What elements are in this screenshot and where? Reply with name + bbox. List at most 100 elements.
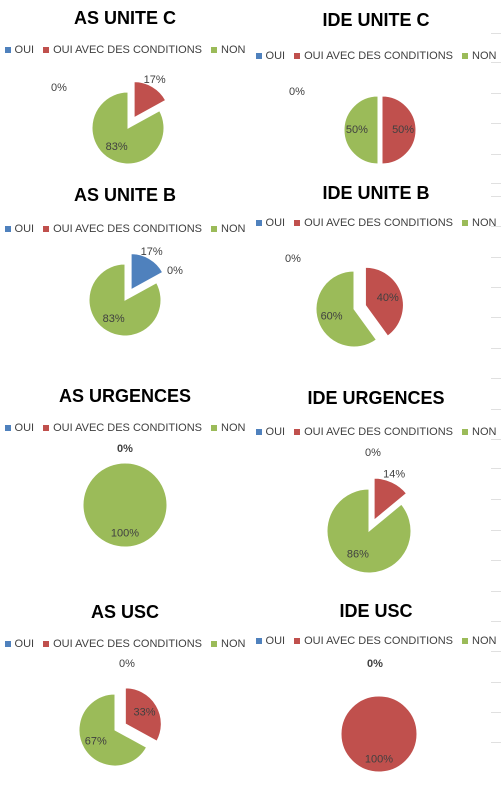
data-label: 86% <box>347 549 369 561</box>
legend-label: NON <box>221 223 246 235</box>
legend-item-non: NON <box>462 426 496 438</box>
data-label: 40% <box>377 292 399 304</box>
legend-swatch <box>43 47 50 53</box>
pie-slice-non <box>91 91 165 165</box>
sheet-gridline <box>491 682 501 683</box>
pie-slice-oui-avec-des-conditions <box>340 695 418 773</box>
pie-chart: 0% 17% 83% <box>51 74 167 165</box>
legend-label: OUI AVEC DES CONDITIONS <box>53 638 203 650</box>
legend-swatch <box>4 425 11 431</box>
legend-item-oui: OUI <box>255 426 285 438</box>
sheet-gridline <box>491 62 501 63</box>
legend-label: OUI AVEC DES CONDITIONS <box>304 217 454 229</box>
chart-legend: OUI OUI AVEC DES CONDITIONS NON <box>251 217 501 229</box>
legend-swatch <box>294 220 301 226</box>
legend-item-oui: OUI <box>4 223 35 235</box>
data-label: 100% <box>365 754 393 766</box>
sheet-gridline <box>491 123 501 124</box>
legend-label: NON <box>472 217 497 229</box>
sheet-gridline <box>491 530 501 531</box>
chart-as-urgences: AS URGENCES OUI OUI AVEC DES CONDITIONS NON… <box>0 385 250 578</box>
legend-item-oui: OUI <box>255 50 285 62</box>
legend-swatch <box>294 53 301 59</box>
chart-ide-usc: IDE USC OUI OUI AVEC DES CONDITIONS NON 0% 10… <box>251 600 501 793</box>
data-label: 0% <box>285 253 301 265</box>
data-label: 83% <box>106 141 128 153</box>
legend-swatch <box>255 638 262 644</box>
sheet-gridline <box>491 468 501 469</box>
pie-slice-non <box>82 462 168 548</box>
legend-label: NON <box>472 426 497 438</box>
chart-as-unite-c: AS UNITE C OUI OUI AVEC DES CONDITIONS NON 0… <box>0 0 250 193</box>
legend-item-oui-avec-des-conditions: OUI AVEC DES CONDITIONS <box>294 217 453 229</box>
sheet-gridline <box>491 317 501 318</box>
chart-legend: OUI OUI AVEC DES CONDITIONS NON <box>0 44 250 56</box>
legend-swatch <box>294 638 301 644</box>
pie-slice-oui <box>130 253 164 291</box>
chart-title: AS UNITE C <box>73 8 176 28</box>
data-label: 17% <box>144 74 166 86</box>
data-label: 0% <box>51 82 67 94</box>
chart-as-unite-b: AS UNITE B OUI OUI AVEC DES CONDITIONS NON 1… <box>0 182 250 375</box>
legend-swatch <box>4 226 11 232</box>
legend-swatch <box>4 47 11 53</box>
data-label: 60% <box>321 310 343 322</box>
legend-swatch <box>462 220 469 226</box>
legend-swatch <box>4 641 11 647</box>
legend-swatch <box>294 429 301 435</box>
legend-label: OUI <box>14 638 35 650</box>
chart-ide-unite-b: IDE UNITE B OUI OUI AVEC DES CONDITIONS NON… <box>251 182 501 375</box>
chart-ide-unite-c: IDE UNITE C OUI OUI AVEC DES CONDITIONS NON… <box>251 0 501 193</box>
chart-title: AS UNITE B <box>73 185 176 205</box>
data-label: 50% <box>346 124 368 136</box>
legend-item-oui-avec-des-conditions: OUI AVEC DES CONDITIONS <box>294 635 453 647</box>
legend-item-non: NON <box>211 422 245 434</box>
sheet-gridline <box>491 154 501 155</box>
sheet-gridline <box>491 226 501 227</box>
chart-title: AS URGENCES <box>58 386 192 406</box>
pie-slice-non <box>343 95 379 165</box>
legend-swatch <box>43 641 50 647</box>
legend-label: NON <box>472 50 497 62</box>
sheet-gridline <box>491 287 501 288</box>
data-label: 0% <box>367 658 383 670</box>
legend-label: OUI AVEC DES CONDITIONS <box>53 223 203 235</box>
legend-label: OUI AVEC DES CONDITIONS <box>53 422 203 434</box>
legend-item-oui-avec-des-conditions: OUI AVEC DES CONDITIONS <box>294 50 453 62</box>
legend-item-non: NON <box>211 44 245 56</box>
sheet-gridline <box>491 712 501 713</box>
data-label: 33% <box>134 707 156 719</box>
chart-legend: OUI OUI AVEC DES CONDITIONS NON <box>251 635 501 647</box>
sheet-gridline <box>491 378 501 379</box>
pie-slice-oui-avec-des-conditions <box>364 266 404 337</box>
data-label: 0% <box>167 265 183 277</box>
data-label: 17% <box>141 246 163 258</box>
pie-chart: 0% 33% 67% <box>78 658 162 767</box>
legend-swatch <box>43 425 50 431</box>
data-label: 100% <box>111 528 139 540</box>
data-label: 14% <box>383 469 405 481</box>
pie-slice-oui-avec-des-conditions <box>124 687 162 742</box>
legend-item-oui-avec-des-conditions: OUI AVEC DES CONDITIONS <box>43 44 202 56</box>
legend-label: OUI AVEC DES CONDITIONS <box>53 44 203 56</box>
legend-item-oui: OUI <box>4 422 34 434</box>
legend-swatch <box>211 226 218 232</box>
legend-label: NON <box>221 422 246 434</box>
sheet-gridline <box>491 560 501 561</box>
chart-ide-urgences: IDE URGENCES OUI OUI AVEC DES CONDITIONS NO… <box>251 385 501 578</box>
pie-chart: 17% 0% 83% <box>88 246 183 337</box>
pie-chart: 0% 100% <box>340 658 418 773</box>
pie-slice-oui-avec-des-conditions <box>381 95 417 165</box>
chart-title: AS USC <box>90 602 159 622</box>
data-label: 0% <box>117 443 133 455</box>
legend-item-oui-avec-des-conditions: OUI AVEC DES CONDITIONS <box>43 223 202 235</box>
sheet-gridline <box>491 33 501 34</box>
pie-chart: 0%14% 86% <box>326 447 412 574</box>
pie-chart: 0% 40% 60% <box>285 253 404 348</box>
sheet-gridline <box>491 93 501 94</box>
data-label: 0% <box>365 447 381 459</box>
chart-title: IDE UNITE B <box>322 183 430 203</box>
chart-legend: OUI OUI AVEC DES CONDITIONS NON <box>251 426 501 438</box>
legend-label: OUI <box>14 223 35 235</box>
legend-swatch <box>462 429 469 435</box>
